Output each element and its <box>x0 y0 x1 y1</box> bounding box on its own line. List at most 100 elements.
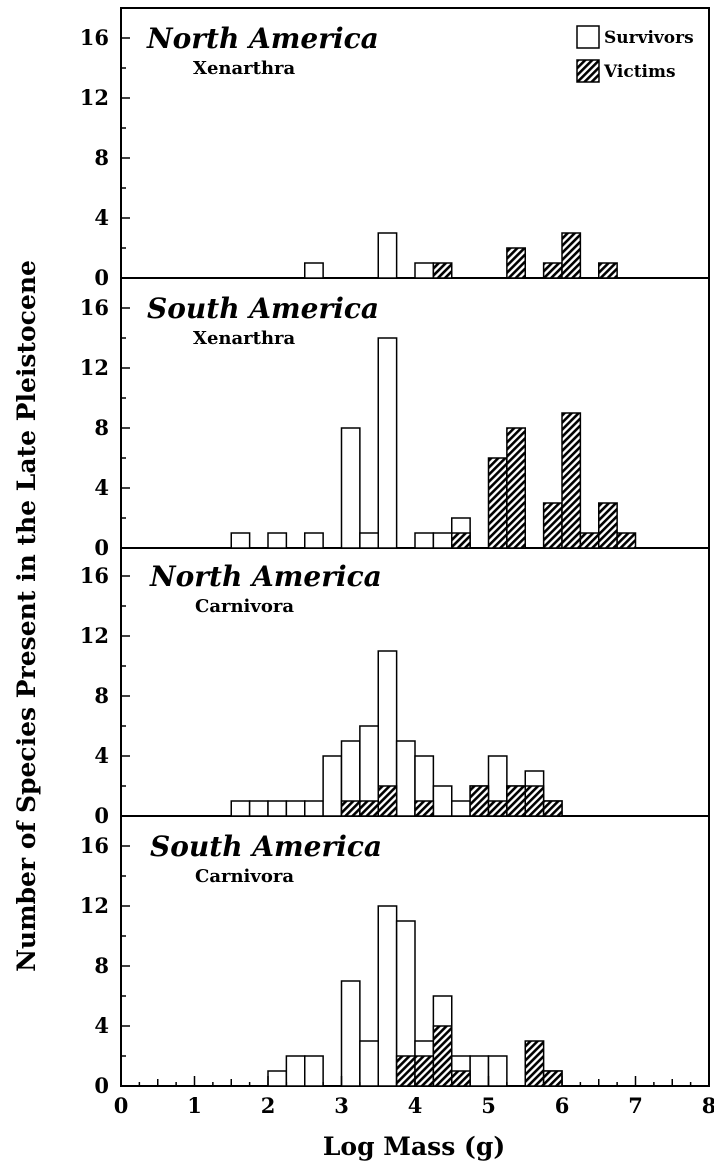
legend: Survivors Victims <box>576 25 694 83</box>
y-tick-label: 12 <box>80 85 109 110</box>
panel-subtitle: Carnivora <box>195 596 294 617</box>
bar-survivors <box>377 337 398 549</box>
bar-victims <box>377 785 398 817</box>
x-tick-label: 3 <box>334 1093 349 1118</box>
bar-survivors <box>285 1055 306 1087</box>
x-tick-label: 6 <box>555 1093 570 1118</box>
y-tick-label: 16 <box>80 295 109 320</box>
bar-survivors <box>377 232 398 279</box>
legend-label-victims: Victims <box>603 62 676 82</box>
y-tick-label: 8 <box>94 415 109 440</box>
bar-victims <box>487 457 508 549</box>
bar-survivors <box>230 532 251 549</box>
bar-survivors <box>487 1055 508 1087</box>
bar-survivors <box>230 800 251 817</box>
x-tick-label: 2 <box>261 1093 276 1118</box>
y-tick-label: 0 <box>94 535 109 560</box>
y-tick-label: 12 <box>80 893 109 918</box>
bar-victims <box>432 1025 453 1087</box>
bar-victims <box>542 1070 563 1087</box>
bar-survivors <box>267 800 288 817</box>
bar-survivors <box>322 755 343 817</box>
bar-victims <box>524 785 545 817</box>
y-tick-label: 0 <box>94 265 109 290</box>
bar-survivors <box>304 262 324 279</box>
bar-victims <box>414 1055 435 1087</box>
legend-swatch-victims <box>576 59 600 83</box>
y-tick-label: 4 <box>94 743 109 768</box>
bar-victims <box>598 502 618 549</box>
bar-survivors <box>414 532 435 549</box>
bar-victims <box>561 412 582 549</box>
bar-victims <box>506 247 526 279</box>
y-tick-label: 8 <box>94 683 109 708</box>
bar-victims <box>414 800 435 817</box>
panel-subtitle: Xenarthra <box>193 328 296 349</box>
bar-survivors <box>414 262 435 279</box>
panel-subtitle: Carnivora <box>195 866 294 887</box>
bar-survivors <box>359 532 379 549</box>
y-tick-label: 0 <box>94 803 109 828</box>
bar-victims <box>451 532 471 549</box>
y-tick-label: 4 <box>94 1013 109 1038</box>
legend-swatch-survivors <box>576 25 600 49</box>
bar-survivors <box>359 1040 379 1087</box>
y-tick-label: 12 <box>80 355 109 380</box>
bar-survivors <box>267 532 288 549</box>
y-tick-label: 12 <box>80 623 109 648</box>
x-axis-label: Log Mass (g) <box>323 1132 505 1161</box>
bar-survivors <box>451 800 471 817</box>
bar-survivors <box>304 1055 324 1087</box>
panel-subtitle: Xenarthra <box>193 58 296 79</box>
x-tick-label: 7 <box>628 1093 643 1118</box>
x-tick-label: 8 <box>702 1093 714 1118</box>
bar-victims <box>542 262 563 279</box>
panel-title: North America <box>146 22 379 55</box>
bar-victims <box>598 262 618 279</box>
y-tick-label: 16 <box>80 833 109 858</box>
x-tick-label: 5 <box>481 1093 496 1118</box>
bar-victims <box>432 262 453 279</box>
panel-title: South America <box>147 292 379 325</box>
y-axis-label: Number of Species Present in the Late Pl… <box>12 260 41 972</box>
x-tick-label: 4 <box>408 1093 423 1118</box>
bar-survivors <box>395 740 416 817</box>
y-tick-label: 8 <box>94 953 109 978</box>
bar-survivors <box>304 800 324 817</box>
panel-2: 0 4 8 12 16 South America Xenarthra <box>80 292 637 560</box>
panel-1: 0 4 8 12 16 North America Xenarthra <box>80 22 618 290</box>
y-tick-label: 4 <box>94 205 109 230</box>
bar-survivors <box>340 980 361 1087</box>
x-tick-label: 1 <box>187 1093 202 1118</box>
y-tick-label: 16 <box>80 563 109 588</box>
bar-survivors <box>377 905 398 1087</box>
legend-label-survivors: Survivors <box>604 28 694 48</box>
bar-victims <box>524 1040 545 1087</box>
bar-victims <box>340 800 361 817</box>
bar-victims <box>359 800 379 817</box>
y-tick-label: 0 <box>94 1073 109 1098</box>
bar-survivors <box>248 800 269 817</box>
x-tick-label: 0 <box>114 1093 129 1118</box>
bar-victims <box>451 1070 471 1087</box>
bar-survivors <box>432 785 453 817</box>
bar-victims <box>579 532 600 549</box>
bar-survivors <box>432 532 453 549</box>
panel-title: North America <box>149 560 382 593</box>
bar-survivors <box>340 427 361 549</box>
bar-victims <box>616 532 637 549</box>
bar-victims <box>506 785 526 817</box>
bar-victims <box>395 1055 416 1087</box>
y-tick-label: 8 <box>94 145 109 170</box>
bar-victims <box>542 502 563 549</box>
bar-victims <box>506 427 526 549</box>
panel-4: 0 4 8 12 16 South America Carnivora <box>80 830 563 1098</box>
bar-survivors <box>304 532 324 549</box>
x-axis: 0 1 2 3 4 5 6 7 8 <box>114 1076 714 1118</box>
bar-victims <box>542 800 563 817</box>
bar-victims <box>487 800 508 817</box>
y-tick-label: 4 <box>94 475 109 500</box>
panel-3: 0 4 8 12 16 North America Carnivora <box>80 560 563 828</box>
